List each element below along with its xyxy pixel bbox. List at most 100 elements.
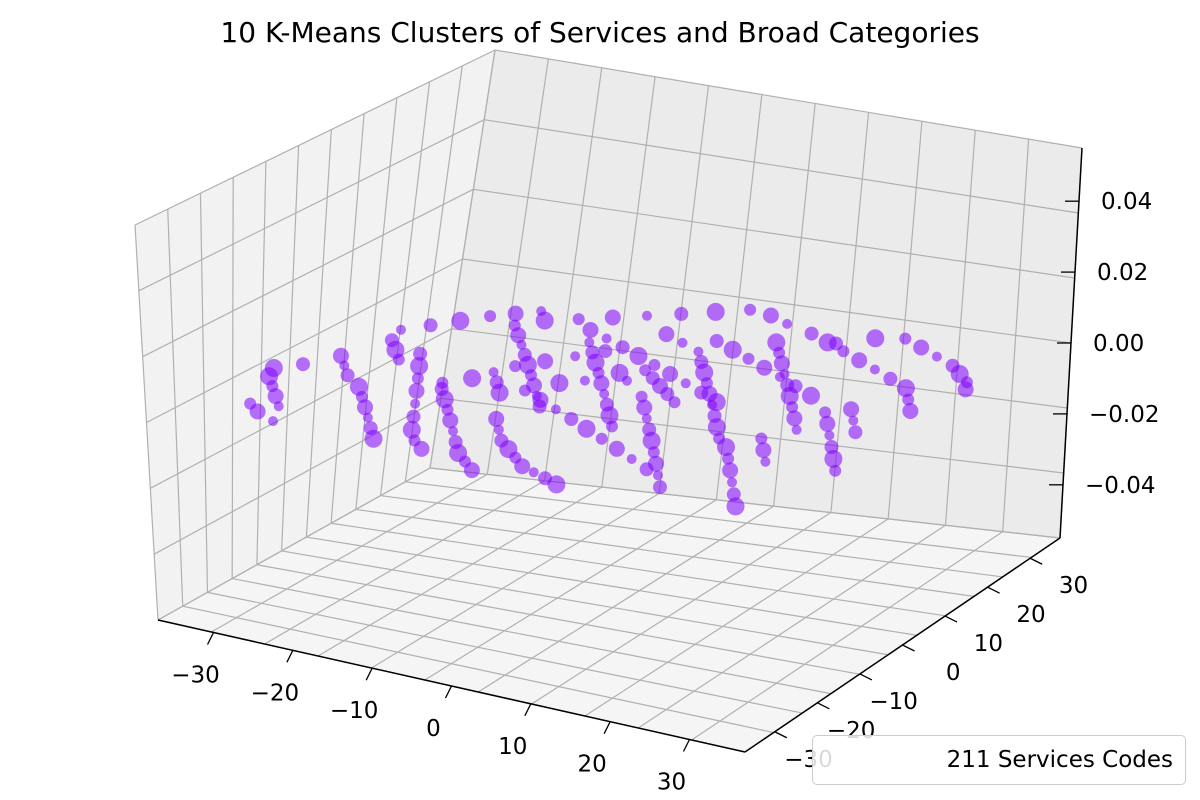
- data-point: [629, 347, 648, 365]
- grid-line-x: [264, 480, 545, 645]
- chart-title: 10 K-Means Clusters of Services and Broa…: [220, 16, 980, 49]
- data-point: [913, 339, 930, 356]
- y-tick-label: 0: [946, 660, 961, 686]
- data-point: [647, 446, 660, 459]
- grid-line-z: [484, 119, 1079, 214]
- data-point: [869, 364, 880, 375]
- data-point: [532, 391, 549, 408]
- z-tick-label: 0.04: [1101, 189, 1152, 215]
- x-tick-mark: [524, 703, 532, 717]
- grid-line-y: [182, 605, 774, 734]
- x-tick-mark: [603, 721, 611, 734]
- grid-line-y: [331, 522, 946, 617]
- grid-line-z: [473, 188, 1075, 279]
- grid-line-z: [153, 397, 442, 555]
- data-point: [514, 458, 531, 475]
- data-point: [648, 359, 661, 371]
- data-point: [658, 326, 675, 343]
- data-point: [717, 438, 735, 457]
- x-tick-mark: [682, 739, 691, 752]
- data-point: [662, 366, 679, 382]
- z-tick-label: 0.00: [1093, 331, 1144, 357]
- y-tick-mark: [859, 673, 873, 681]
- data-point: [264, 359, 283, 377]
- x-tick-mark: [444, 685, 453, 699]
- y-tick-mark: [817, 702, 830, 710]
- data-point: [595, 432, 608, 445]
- data-point: [510, 327, 527, 344]
- data-point: [636, 399, 653, 416]
- data-point: [604, 309, 621, 326]
- data-point: [410, 398, 421, 409]
- data-point: [848, 415, 859, 426]
- grid-line-y: [380, 495, 1003, 578]
- data-point: [463, 462, 480, 479]
- data-point: [883, 371, 898, 386]
- data-point: [726, 497, 745, 516]
- grid-line-x: [637, 524, 946, 729]
- grid-line-x: [371, 492, 660, 669]
- data-point: [668, 396, 681, 409]
- data-point: [413, 346, 428, 361]
- data-point: [786, 401, 799, 414]
- grid-line-x: [691, 531, 1004, 741]
- data-point: [535, 311, 554, 330]
- x-tick-mark: [365, 667, 373, 681]
- data-point: [582, 322, 599, 338]
- data-point: [653, 470, 663, 481]
- data-point: [537, 353, 554, 370]
- data-point: [773, 355, 790, 372]
- data-point: [579, 375, 590, 386]
- y-tick-mark: [902, 644, 915, 652]
- y-tick-label: 10: [974, 631, 1003, 657]
- x-tick-label: 30: [657, 770, 686, 796]
- data-point: [695, 363, 714, 382]
- data-point: [357, 399, 373, 416]
- grid-line-z: [157, 467, 431, 621]
- data-points: [244, 302, 974, 516]
- data-point: [742, 352, 755, 365]
- data-point: [786, 410, 803, 427]
- data-point: [762, 307, 779, 324]
- data-point: [606, 420, 618, 433]
- data-point: [488, 410, 505, 427]
- data-point: [642, 310, 652, 321]
- grid-line-x: [424, 499, 717, 681]
- data-point: [435, 390, 454, 409]
- data-point: [570, 351, 581, 362]
- data-point: [802, 386, 820, 405]
- data-point: [340, 368, 355, 383]
- data-point: [436, 376, 449, 389]
- data-point: [577, 419, 596, 438]
- data-point: [550, 374, 569, 393]
- data-point: [509, 360, 522, 373]
- data-point: [819, 415, 836, 432]
- data-point: [564, 412, 579, 426]
- data-point: [516, 339, 527, 350]
- data-point: [296, 357, 310, 372]
- x-tick-label: −20: [251, 680, 300, 706]
- data-point: [608, 440, 625, 457]
- grid-line-x: [317, 486, 603, 657]
- data-point: [463, 369, 482, 388]
- y-tick-mark: [987, 586, 1000, 594]
- y-tick-mark: [1029, 557, 1043, 565]
- y-tick-label: 30: [1059, 573, 1088, 599]
- data-point: [599, 388, 610, 399]
- data-point: [722, 452, 735, 465]
- data-point: [411, 372, 424, 385]
- data-point: [851, 352, 868, 369]
- data-point: [760, 456, 771, 467]
- grid-line-x: [584, 518, 889, 717]
- data-point: [829, 464, 842, 477]
- data-point: [843, 401, 860, 418]
- tick-labels: −30−20−100102030−30−20−100102030−0.04−0.…: [171, 189, 1159, 795]
- x-tick-label: 0: [426, 716, 441, 742]
- data-point: [707, 418, 726, 437]
- grid-line-z: [142, 188, 474, 358]
- legend-label: 211 Services Codes: [946, 747, 1173, 773]
- x-tick-label: −10: [330, 698, 379, 724]
- grid-line-y: [281, 550, 889, 656]
- data-point: [674, 306, 689, 321]
